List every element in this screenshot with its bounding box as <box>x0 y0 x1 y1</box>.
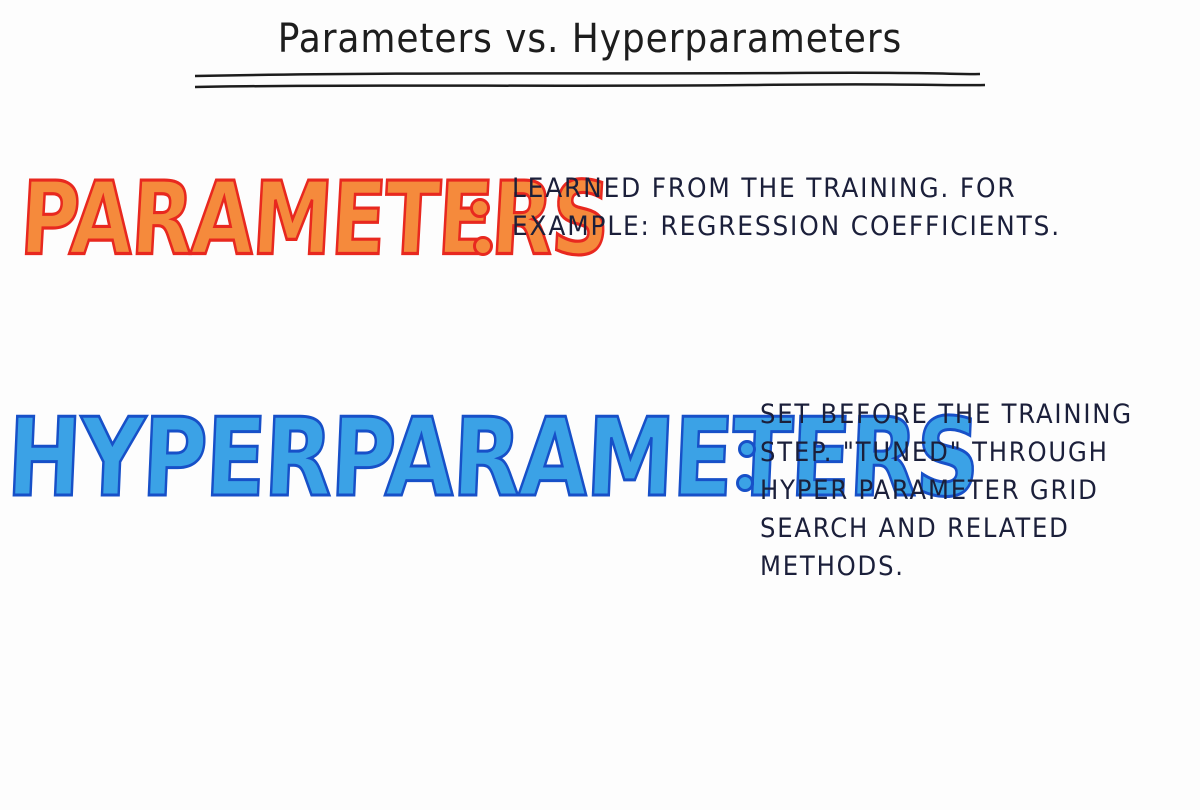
hyperparameters-description: SET BEFORE THE TRAINING STEP. "TUNED" TH… <box>760 396 1133 586</box>
page-title: Parameters vs. Hyperparameters <box>277 16 903 62</box>
hyperparameters-colon-bottom-dot <box>736 474 754 492</box>
hyperparameters-description-line: SET BEFORE THE TRAINING <box>760 399 1133 430</box>
hyperparameters-description-line: SEARCH AND RELATED <box>760 513 1070 544</box>
hyperparameters-colon-top-dot <box>738 440 756 458</box>
hyperparameters-description-line: HYPER PARAMETER GRID <box>760 475 1099 506</box>
title-double-underline <box>194 71 986 89</box>
parameters-colon-bottom-dot <box>473 236 493 256</box>
parameters-description: LEARNED FROM THE TRAINING. FOR EXAMPLE: … <box>512 170 1061 246</box>
parameters-description-line: LEARNED FROM THE TRAINING. FOR <box>512 173 1017 204</box>
hyperparameters-description-line: METHODS. <box>760 551 905 582</box>
parameters-colon-top-dot <box>470 198 490 218</box>
parameters-description-line: EXAMPLE: REGRESSION COEFFICIENTS. <box>512 211 1061 242</box>
hyperparameters-description-line: STEP. "TUNED" THROUGH <box>760 437 1109 468</box>
